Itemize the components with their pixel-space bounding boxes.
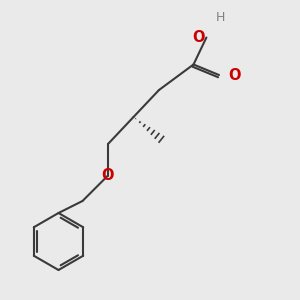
Text: H: H bbox=[216, 11, 225, 24]
Text: O: O bbox=[192, 30, 205, 45]
Text: O: O bbox=[228, 68, 241, 82]
Text: O: O bbox=[102, 168, 114, 183]
